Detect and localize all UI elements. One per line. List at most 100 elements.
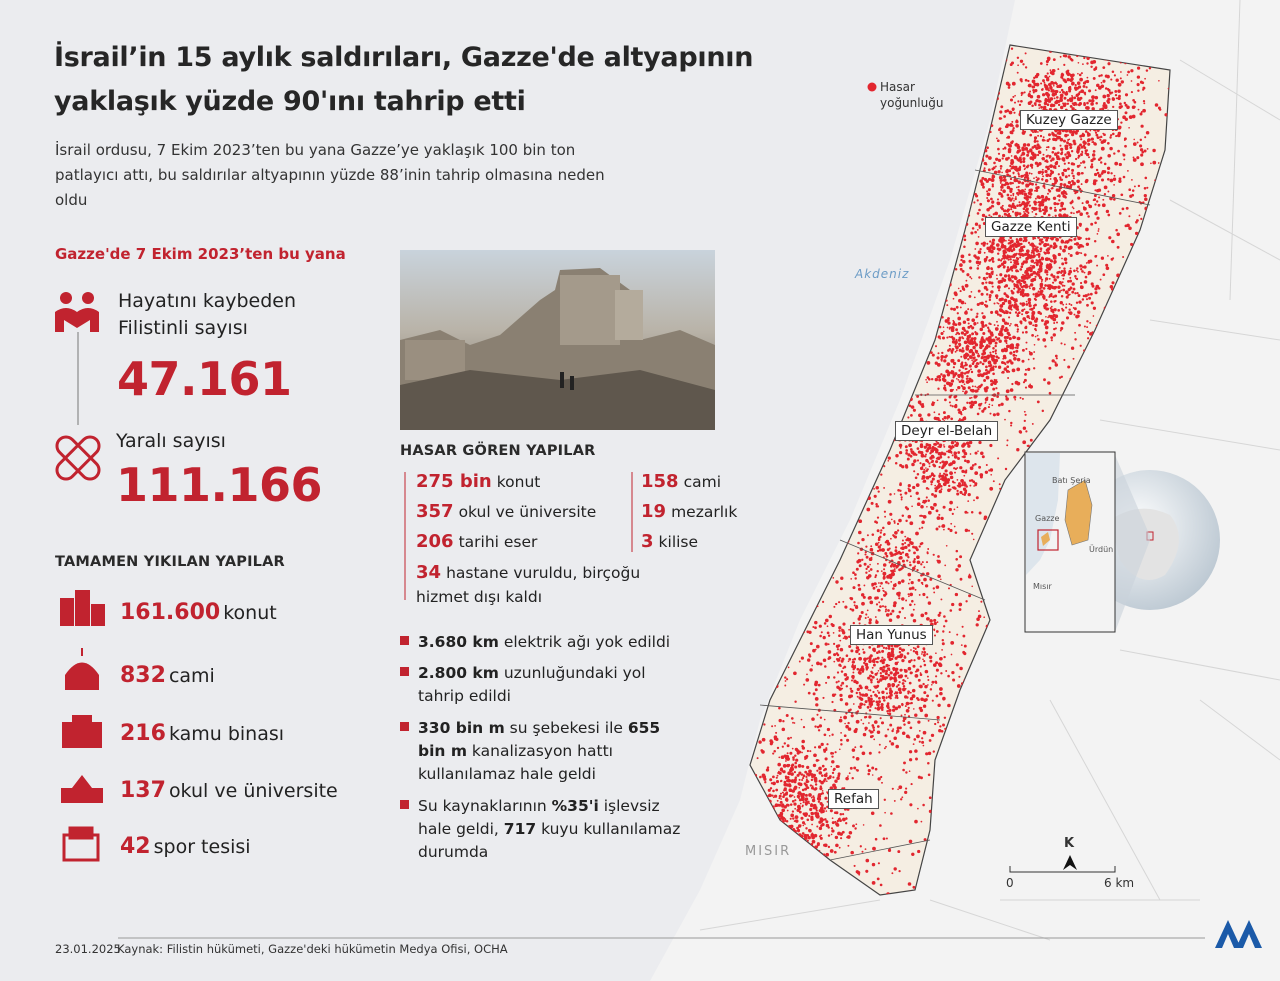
damage-dot bbox=[751, 213, 755, 217]
damage-dot bbox=[1078, 222, 1082, 227]
damage-dot bbox=[1012, 353, 1016, 357]
damage-dot bbox=[1029, 90, 1032, 93]
damage-dot bbox=[929, 230, 932, 233]
damage-dot bbox=[867, 193, 871, 197]
damage-dot bbox=[971, 362, 975, 365]
damage-dot bbox=[1008, 370, 1011, 373]
damage-dot bbox=[1086, 101, 1089, 105]
damage-dot bbox=[1050, 300, 1053, 303]
damage-dot bbox=[815, 389, 819, 392]
damage-dot bbox=[874, 767, 878, 771]
damage-dot bbox=[895, 396, 900, 401]
damage-dot bbox=[1063, 257, 1068, 261]
damage-dot bbox=[887, 318, 890, 321]
damage-dot bbox=[1100, 178, 1105, 182]
damage-dot bbox=[881, 430, 883, 433]
damage-dot bbox=[764, 594, 768, 598]
damage-dot bbox=[819, 355, 822, 358]
damage-dot bbox=[840, 576, 844, 580]
damage-dot bbox=[855, 182, 859, 186]
damage-dot bbox=[904, 362, 908, 366]
damage-dot bbox=[901, 236, 905, 240]
damage-dot bbox=[1019, 268, 1023, 271]
damage-dot bbox=[861, 427, 865, 431]
damage-dot bbox=[1111, 91, 1114, 94]
damage-dot bbox=[914, 61, 918, 65]
damage-dot bbox=[936, 375, 940, 379]
damage-dot bbox=[921, 404, 925, 409]
damage-dot bbox=[1062, 79, 1065, 82]
damage-dot bbox=[901, 796, 904, 799]
damage-dot bbox=[877, 777, 881, 781]
damage-dot bbox=[868, 618, 872, 622]
damage-dot bbox=[1008, 277, 1012, 282]
damage-dot bbox=[965, 371, 968, 374]
damage-dot bbox=[1090, 165, 1094, 169]
damage-dot bbox=[1110, 78, 1113, 81]
damage-dot bbox=[974, 462, 977, 466]
damage-dot bbox=[957, 385, 961, 390]
damage-dot bbox=[1021, 313, 1024, 316]
damage-dot bbox=[976, 312, 979, 315]
damage-dot bbox=[996, 277, 999, 280]
damage-dot bbox=[893, 867, 897, 871]
damage-dot bbox=[1010, 47, 1014, 50]
damage-dot bbox=[845, 685, 849, 688]
damage-dot bbox=[1028, 274, 1031, 277]
damage-dot bbox=[1077, 196, 1081, 200]
damage-dot bbox=[1069, 73, 1071, 76]
damage-dot bbox=[822, 410, 827, 415]
damage-dot bbox=[1099, 161, 1103, 164]
damage-dot bbox=[757, 245, 761, 249]
damage-dot bbox=[1137, 89, 1140, 92]
damage-dot bbox=[973, 201, 976, 204]
damage-dot bbox=[923, 303, 926, 306]
damage-dot bbox=[905, 213, 909, 218]
damage-dot bbox=[1158, 108, 1162, 111]
damage-dot bbox=[855, 64, 858, 67]
damage-dot bbox=[871, 533, 875, 536]
damage-dot bbox=[930, 219, 933, 223]
damage-dot bbox=[1085, 152, 1090, 157]
damage-dot bbox=[972, 98, 976, 103]
damage-dot bbox=[1009, 351, 1013, 355]
damage-dot bbox=[872, 846, 876, 851]
damage-dot bbox=[963, 245, 966, 248]
damage-dot bbox=[845, 124, 849, 129]
damage-dot bbox=[1096, 216, 1100, 220]
damage-dot bbox=[1142, 108, 1146, 113]
damage-dot bbox=[1053, 97, 1056, 100]
damage-dot bbox=[1012, 95, 1015, 98]
damage-dot bbox=[882, 408, 886, 413]
damage-dot bbox=[1016, 448, 1020, 452]
damage-dot bbox=[900, 378, 904, 382]
damage-dot bbox=[1116, 232, 1121, 237]
damage-dot bbox=[1023, 192, 1028, 197]
damage-dot bbox=[1006, 360, 1010, 364]
damage-dot bbox=[943, 716, 947, 720]
damage-dot bbox=[861, 133, 865, 137]
damage-dot bbox=[1074, 292, 1077, 295]
damage-dot bbox=[1029, 308, 1032, 311]
damage-dot bbox=[1065, 193, 1068, 196]
damage-dot bbox=[849, 234, 852, 238]
damage-dot bbox=[1078, 300, 1082, 304]
damage-dot bbox=[1106, 75, 1110, 79]
damage-dot bbox=[1071, 290, 1075, 294]
damage-dot bbox=[967, 529, 971, 532]
damage-dot bbox=[911, 694, 916, 698]
damage-dot bbox=[765, 446, 769, 451]
damage-dot bbox=[917, 849, 921, 854]
damage-dot bbox=[1130, 69, 1134, 73]
damage-dot bbox=[1124, 93, 1129, 97]
damage-dot bbox=[954, 267, 958, 271]
damage-dot bbox=[1084, 149, 1088, 153]
damage-dot bbox=[1027, 79, 1030, 83]
damage-dot bbox=[1050, 339, 1053, 342]
damage-dot bbox=[941, 642, 945, 646]
damage-dot bbox=[911, 852, 915, 856]
damage-dot bbox=[1034, 213, 1038, 216]
damage-dot bbox=[927, 773, 931, 777]
damage-dot bbox=[1073, 96, 1077, 100]
damage-dot bbox=[1069, 267, 1072, 270]
